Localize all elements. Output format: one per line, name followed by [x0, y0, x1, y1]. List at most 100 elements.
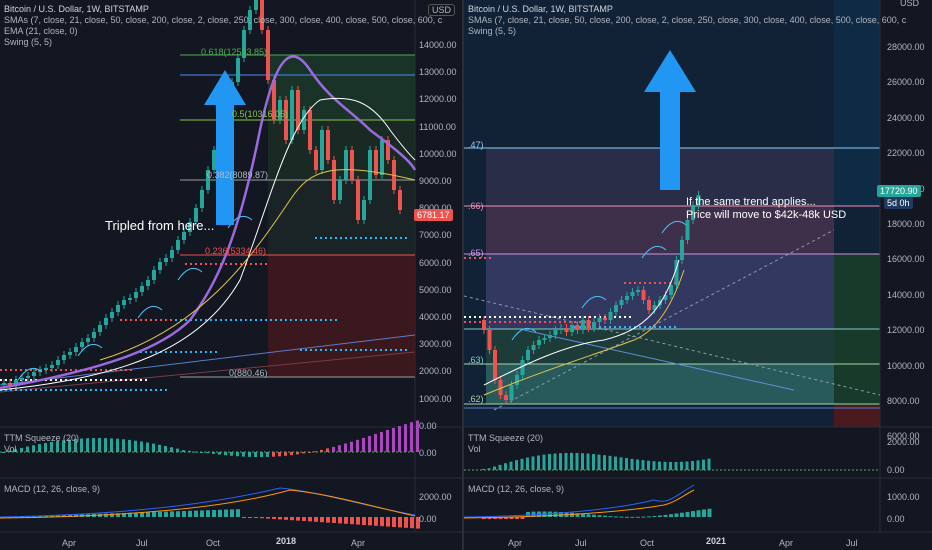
left-currency-label[interactable]: USD: [428, 4, 456, 16]
swing-arc: [511, 327, 537, 341]
squeeze-bar: [56, 441, 59, 452]
squeeze-bar: [116, 438, 119, 452]
macd-bar: [296, 517, 300, 521]
candle: [663, 295, 668, 300]
squeeze-bar: [50, 441, 53, 452]
right-vol-label[interactable]: Vol: [468, 444, 481, 454]
up-arrow-icon: [644, 50, 696, 190]
macd-bar: [553, 511, 558, 517]
squeeze-bar: [248, 452, 251, 457]
macd-bar: [218, 509, 222, 517]
left-squeeze-label[interactable]: TTM Squeeze (20): [4, 433, 80, 443]
left-sma-legend[interactable]: SMAs (7, close, 21, close, 50, close, 20…: [4, 15, 443, 25]
left-chart-canvas[interactable]: [0, 0, 462, 550]
right-sma-legend[interactable]: SMAs (7, close, 21, close, 50, close, 20…: [468, 15, 907, 25]
macd-bar: [669, 514, 673, 517]
macd-bar: [515, 517, 519, 519]
right-symbol-title[interactable]: Bitcoin / U.S. Dollar, 1W, BITSTAMP: [468, 4, 613, 14]
candle: [206, 170, 210, 190]
macd-bar: [386, 517, 390, 527]
candle: [575, 325, 580, 330]
candle: [696, 195, 701, 205]
left-squeeze-legend: TTM Squeeze (20) Vol: [4, 433, 79, 455]
squeeze-bar: [38, 444, 41, 452]
left-macd-label[interactable]: MACD (12, 26, close, 9): [4, 484, 101, 494]
squeeze-bar: [410, 422, 413, 452]
macd-bar: [531, 511, 536, 517]
left-macd-tick-top: 2000.00: [419, 492, 452, 502]
candle: [542, 338, 547, 340]
left-y-tick: 8000.00: [419, 203, 452, 213]
right-countdown-tag: 5d 0h: [884, 197, 913, 209]
macd-bar: [272, 517, 276, 519]
macd-bar: [362, 517, 366, 525]
squeeze-bar: [290, 452, 293, 456]
right-macd-tick-top: 1000.00: [887, 492, 920, 502]
macd-bar: [110, 513, 114, 517]
left-chart-pane[interactable]: Bitcoin / U.S. Dollar, 1W, BITSTAMP SMAs…: [0, 0, 462, 550]
macd-bar: [128, 512, 132, 517]
left-ema-legend[interactable]: EMA (21, close, 0): [4, 26, 78, 36]
fib-zone: [486, 206, 834, 254]
right-annotation-line1: If the same trend applies...: [686, 196, 816, 208]
candle: [691, 205, 695, 220]
right-macd-label[interactable]: MACD (12, 26, close, 9): [468, 484, 565, 494]
squeeze-bar: [581, 453, 584, 470]
candle: [200, 190, 204, 208]
candle: [487, 330, 492, 350]
right-y-tick: 6000.00: [887, 431, 920, 442]
candle: [92, 332, 96, 338]
candle: [586, 320, 591, 328]
candle: [80, 342, 84, 347]
squeeze-bar: [368, 435, 371, 452]
right-y-tick: 12000.00: [887, 325, 925, 336]
candle: [194, 208, 198, 222]
candle: [603, 318, 607, 320]
squeeze-bar: [674, 461, 678, 470]
squeeze-bar: [110, 438, 113, 452]
candle: [674, 260, 679, 285]
macd-bar: [116, 513, 120, 517]
right-chart-canvas[interactable]: [464, 0, 932, 550]
macd-bar: [404, 517, 408, 528]
squeeze-bar: [26, 446, 29, 452]
left-vol-label[interactable]: Vol: [4, 444, 17, 454]
candle: [134, 292, 138, 298]
macd-bar: [212, 510, 216, 517]
fib-5-label: 0.5(10316.05): [232, 109, 289, 119]
squeeze-bar: [691, 460, 694, 470]
squeeze-bar: [608, 455, 612, 470]
left-y-tick: 9000.00: [419, 176, 452, 186]
macd-bar: [224, 509, 228, 517]
macd-bar: [350, 517, 354, 525]
candle: [531, 345, 536, 350]
squeeze-bar: [380, 431, 383, 452]
squeeze-bar: [482, 469, 485, 470]
right-swing-legend[interactable]: Swing (5, 5): [468, 26, 517, 36]
left-y-tick: 13000.00: [419, 67, 457, 78]
pane-divider[interactable]: [462, 0, 464, 550]
candle: [242, 30, 246, 58]
right-squeeze-label[interactable]: TTM Squeeze (20): [468, 433, 544, 443]
macd-bar: [636, 516, 640, 518]
candle: [636, 290, 640, 292]
left-swing-legend[interactable]: Swing (5, 5): [4, 37, 53, 47]
left-annotation-text: Tripled from here...: [105, 218, 215, 233]
right-chart-pane[interactable]: Bitcoin / U.S. Dollar, 1W, BITSTAMP SMAs…: [464, 0, 932, 550]
right-currency-label[interactable]: USD: [900, 0, 920, 8]
squeeze-bar: [641, 460, 645, 470]
candle: [68, 352, 72, 355]
trend-line: [0, 351, 416, 393]
candle: [212, 150, 216, 170]
swing-arc: [581, 295, 607, 309]
right-y-tick: 10000.00: [887, 360, 925, 371]
candle: [332, 160, 336, 200]
candle: [164, 258, 168, 262]
squeeze-bar: [597, 454, 601, 470]
left-x-label-oct: Oct: [206, 538, 221, 548]
candle: [338, 180, 342, 200]
left-legend: Bitcoin / U.S. Dollar, 1W, BITSTAMP SMAs…: [4, 4, 442, 48]
left-symbol-title[interactable]: Bitcoin / U.S. Dollar, 1W, BITSTAMP: [4, 4, 149, 14]
right-x-label-apr: Apr: [508, 538, 523, 548]
candle: [20, 378, 24, 380]
